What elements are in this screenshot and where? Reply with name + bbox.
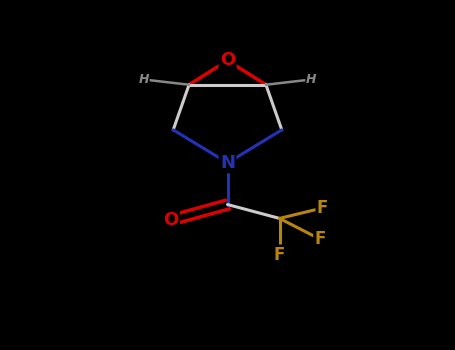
Text: F: F [317, 199, 328, 217]
Text: O: O [163, 211, 179, 229]
Text: F: F [314, 230, 326, 248]
Text: H: H [306, 73, 316, 86]
Text: H: H [139, 73, 149, 86]
Text: F: F [274, 246, 285, 264]
Text: N: N [220, 154, 235, 172]
Text: O: O [220, 51, 235, 69]
